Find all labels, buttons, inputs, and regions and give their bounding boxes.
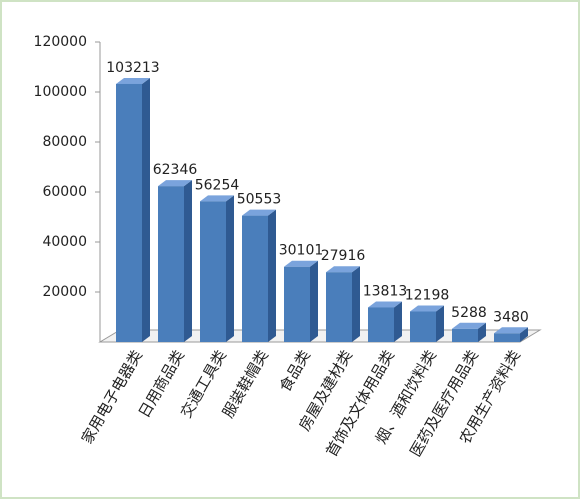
value-label: 3480 bbox=[493, 309, 529, 325]
value-label: 30101 bbox=[279, 243, 324, 259]
y-tick-label: 80000 bbox=[42, 134, 87, 150]
bar-side bbox=[310, 260, 318, 342]
bar-side bbox=[394, 301, 402, 342]
y-tick-label: 20000 bbox=[42, 284, 87, 300]
bar-top bbox=[200, 195, 234, 202]
bar-top bbox=[410, 305, 444, 312]
value-label: 27916 bbox=[321, 248, 366, 264]
y-tick-label: 100000 bbox=[34, 84, 87, 100]
bar bbox=[284, 266, 310, 342]
bar-side bbox=[226, 195, 234, 342]
bar bbox=[242, 215, 268, 342]
bar-top bbox=[284, 260, 318, 267]
bar-top bbox=[242, 209, 276, 216]
bar bbox=[326, 272, 352, 342]
bar bbox=[410, 311, 436, 342]
bar-top bbox=[368, 301, 402, 308]
bar-side bbox=[520, 327, 528, 342]
bar-side bbox=[268, 209, 276, 342]
value-label: 50553 bbox=[237, 192, 282, 208]
bar-side bbox=[436, 305, 444, 342]
bar-side bbox=[184, 180, 192, 342]
bar-top bbox=[326, 266, 360, 273]
bar-top bbox=[494, 327, 528, 334]
y-tick-label: 60000 bbox=[42, 184, 87, 200]
value-label: 103213 bbox=[106, 60, 159, 76]
bar-side bbox=[142, 77, 150, 342]
bar-side bbox=[352, 266, 360, 342]
bar bbox=[116, 83, 142, 342]
bar-side bbox=[478, 322, 486, 342]
bar bbox=[368, 307, 394, 342]
bar bbox=[200, 201, 226, 342]
bar bbox=[158, 186, 184, 342]
bar-top bbox=[452, 322, 486, 329]
value-label: 13813 bbox=[363, 283, 408, 299]
bar-top bbox=[116, 77, 150, 84]
bar-top bbox=[158, 180, 192, 187]
y-tick-label: 40000 bbox=[42, 234, 87, 250]
y-tick-label: 120000 bbox=[34, 34, 87, 50]
bar bbox=[494, 333, 520, 342]
value-label: 56254 bbox=[195, 177, 240, 193]
value-label: 62346 bbox=[153, 162, 198, 178]
bar bbox=[452, 328, 478, 342]
value-label: 12198 bbox=[405, 288, 450, 304]
value-label: 5288 bbox=[451, 305, 487, 321]
